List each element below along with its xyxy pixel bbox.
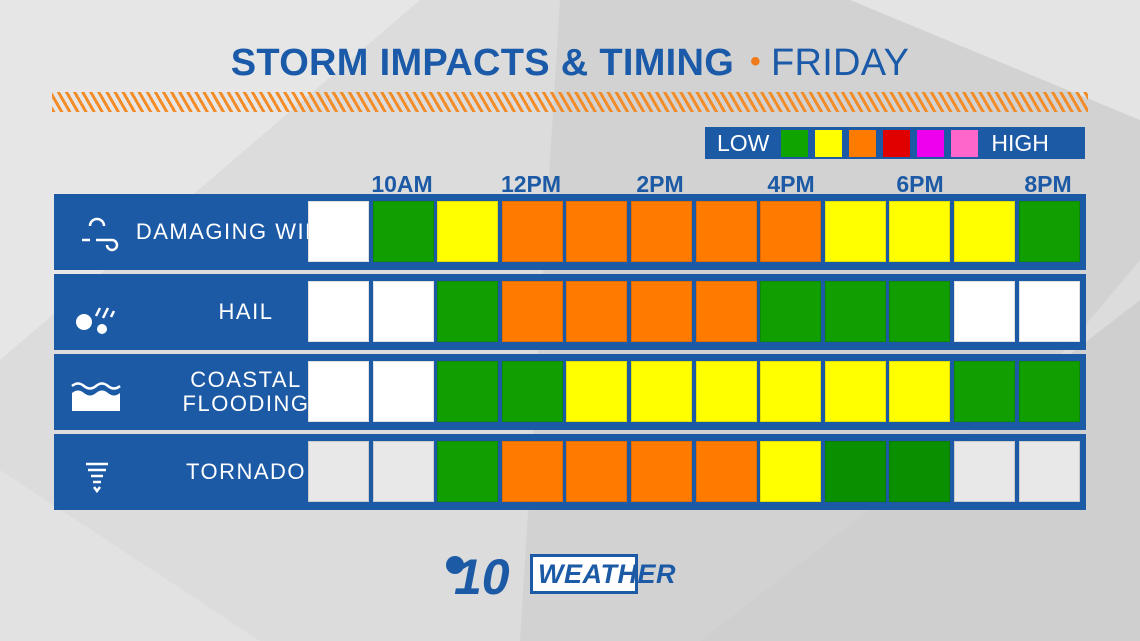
impact-cell-green: [501, 361, 563, 422]
tornado-icon: [86, 462, 108, 494]
impact-cell-orange: [631, 201, 692, 262]
logo-box: [530, 554, 638, 594]
risk-legend: LOW HIGH: [705, 127, 1085, 159]
impact-cell-yellow: [437, 201, 499, 262]
cbs-eye-icon: [446, 556, 464, 574]
impact-cell-green: [437, 441, 499, 502]
legend-low-label: LOW: [717, 129, 770, 156]
impact-cell-green: [760, 281, 822, 342]
impact-cell-green: [1018, 361, 1080, 422]
impact-cell-none_dim: [372, 441, 434, 502]
impact-cell-none: [372, 281, 434, 342]
impact-cell-none: [308, 281, 369, 342]
impact-cell-darkgreen: [824, 441, 886, 502]
impact-cell-none: [308, 361, 369, 422]
time-axis: 10AM 12PM 2PM 4PM 6PM 8PM: [0, 171, 1140, 197]
impact-cell-none_dim: [954, 441, 1015, 502]
title-main: STORM IMPACTS & TIMING: [230, 42, 735, 84]
legend-swatch-5: [917, 129, 945, 157]
impact-cell-yellow: [631, 361, 692, 422]
legend-swatch-2: [815, 129, 843, 157]
impact-cell-yellow: [889, 361, 951, 422]
page-title: STORM IMPACTS & TIMING • FRIDAY: [0, 42, 1140, 85]
impact-cell-yellow: [824, 361, 886, 422]
impact-cell-yellow: [566, 361, 628, 422]
impact-cell-orange: [695, 441, 757, 502]
logo-number: 10: [454, 549, 510, 605]
row-label: HAIL: [218, 299, 274, 324]
impact-cell-green: [889, 281, 951, 342]
impact-cell-orange: [695, 201, 757, 262]
time-label: 8PM: [1024, 171, 1072, 197]
station-logo: 10 WEATHER: [446, 549, 696, 605]
impact-cell-yellow: [760, 441, 822, 502]
impact-cell-yellow: [760, 361, 822, 422]
impact-cell-orange: [566, 281, 628, 342]
impact-cell-orange: [501, 441, 563, 502]
impact-cell-yellow: [889, 201, 951, 262]
impact-cell-none: [1018, 281, 1080, 342]
time-label: 6PM: [896, 171, 944, 197]
impact-cell-green: [372, 201, 434, 262]
impact-cell-green: [437, 361, 499, 422]
legend-high-label: HIGH: [991, 129, 1049, 156]
logo-word: WEATHER: [538, 559, 676, 589]
impact-cell-orange: [501, 201, 563, 262]
impact-cell-green: [437, 281, 499, 342]
impact-cell-none: [372, 361, 434, 422]
legend-swatch-1: [781, 129, 809, 157]
wind-icon: [82, 217, 119, 252]
impact-row-tornado: TORNADO: [54, 434, 1086, 510]
time-label: 12PM: [500, 171, 562, 197]
impact-cell-none: [954, 281, 1015, 342]
impact-row-damaging-winds: DAMAGING WINDS: [54, 194, 1086, 270]
impact-cell-yellow: [954, 201, 1015, 262]
impact-row-coastal-flooding: COASTAL FLOODING: [54, 354, 1086, 430]
impact-cell-orange: [760, 201, 822, 262]
impact-cell-none_dim: [1018, 441, 1080, 502]
impact-cell-orange: [501, 281, 563, 342]
impact-cell-yellow: [695, 361, 757, 422]
time-label: 10AM: [371, 171, 433, 197]
impact-cell-none_dim: [308, 441, 369, 502]
legend-swatch-3: [849, 129, 877, 157]
time-label: 4PM: [767, 171, 815, 197]
impact-cell-green: [824, 281, 886, 342]
time-label: 2PM: [636, 171, 684, 197]
impact-cell-yellow: [824, 201, 886, 262]
hail-icon: [76, 307, 116, 334]
impact-cell-green: [1018, 201, 1080, 262]
impact-cell-orange: [566, 441, 628, 502]
row-label: TORNADO: [185, 459, 307, 484]
wave-icon: [71, 382, 121, 411]
impact-cell-green: [954, 361, 1015, 422]
impact-cell-none: [308, 201, 369, 262]
impact-cell-orange: [566, 201, 628, 262]
title-day: FRIDAY: [770, 42, 910, 84]
impact-cell-orange: [695, 281, 757, 342]
impact-cell-orange: [631, 441, 692, 502]
legend-swatch-4: [883, 129, 911, 157]
row-label: COASTAL FLOODING: [182, 367, 310, 416]
legend-swatch-6: [951, 129, 979, 157]
impact-cell-darkgreen: [889, 441, 951, 502]
impact-row-hail: HAIL: [54, 274, 1086, 350]
title-underline-hatch: [52, 92, 1088, 112]
title-separator-dot: •: [750, 45, 761, 78]
impact-cell-orange: [631, 281, 692, 342]
